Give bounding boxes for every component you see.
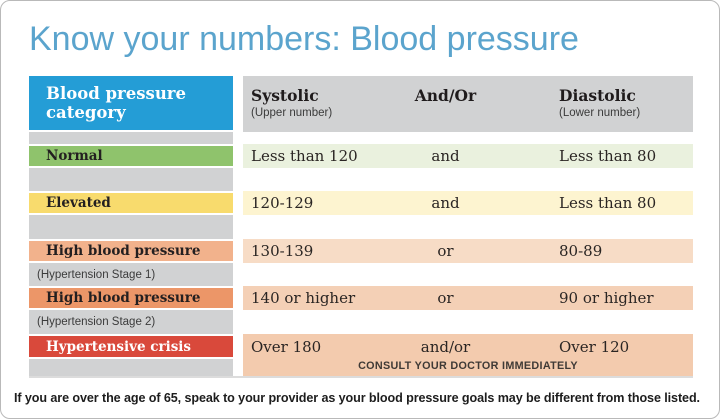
connector-value: and <box>431 194 460 212</box>
header-systolic: Systolic (Upper number) <box>243 76 398 119</box>
systolic-value: 140 or higher <box>251 289 356 307</box>
category-cell-elevated: Elevated <box>29 191 233 215</box>
systolic-value: Over 180 <box>251 337 322 356</box>
systolic-value: 130-139 <box>251 242 314 260</box>
header-diastolic-label: Diastolic <box>559 86 636 105</box>
category-cell-hbp-stage1: High blood pressure <box>29 239 233 263</box>
table-subrow-stage2: (Hypertension Stage 2) <box>29 310 693 334</box>
stage-sublabel: (Hypertension Stage 2) <box>37 316 156 328</box>
diastolic-value: Over 120 <box>559 337 630 356</box>
table-row-normal: Normal Less than 120 and Less than 80 <box>29 144 693 168</box>
blood-pressure-table: Blood pressure category Systolic (Upper … <box>29 76 693 378</box>
header-connector: And/Or <box>398 76 493 105</box>
connector-value: or <box>437 289 454 307</box>
table-header-row: Blood pressure category Systolic (Upper … <box>29 76 693 132</box>
table-row-elevated: Elevated 120-129 and Less than 80 <box>29 191 693 215</box>
header-diastolic-sublabel: (Lower number) <box>559 107 641 119</box>
table-subrow-stage1: (Hypertension Stage 1) <box>29 263 693 286</box>
header-diastolic: Diastolic (Lower number) <box>493 76 693 119</box>
table-row-hbp-stage2: High blood pressure 140 or higher or 90 … <box>29 286 693 310</box>
spacer-row <box>29 215 693 239</box>
connector-value: or <box>437 242 454 260</box>
table-row-consult-note: CONSULT YOUR DOCTOR IMMEDIATELY <box>29 359 693 376</box>
header-systolic-sublabel: (Upper number) <box>251 107 333 119</box>
category-cell-hbp-stage2: High blood pressure <box>29 286 233 310</box>
diastolic-value: 80-89 <box>559 242 603 260</box>
spacer-row <box>29 132 693 144</box>
table-row-crisis: Hypertensive crisis Over 180 and/or Over… <box>29 334 693 359</box>
table-row-hbp-stage1: High blood pressure 130-139 or 80-89 <box>29 239 693 263</box>
consult-doctor-note: CONSULT YOUR DOCTOR IMMEDIATELY <box>243 359 693 376</box>
diastolic-value: Less than 80 <box>559 147 657 165</box>
category-cell-crisis: Hypertensive crisis <box>29 334 233 359</box>
connector-value: and/or <box>420 337 471 356</box>
connector-value: and <box>431 147 460 165</box>
diastolic-value: 90 or higher <box>559 289 654 307</box>
systolic-value: 120-129 <box>251 194 314 212</box>
spacer-row <box>29 168 693 191</box>
systolic-value: Less than 120 <box>251 147 358 165</box>
header-values-cells: Systolic (Upper number) And/Or Diastolic… <box>243 76 693 132</box>
category-cell-normal: Normal <box>29 144 233 168</box>
footnote: If you are over the age of 65, speak to … <box>14 391 700 405</box>
page-title: Know your numbers: Blood pressure <box>29 20 579 58</box>
header-connector-label: And/Or <box>414 86 477 105</box>
diastolic-value: Less than 80 <box>559 194 657 212</box>
header-systolic-label: Systolic <box>251 86 319 105</box>
stage-sublabel: (Hypertension Stage 1) <box>37 268 156 281</box>
header-category-cell: Blood pressure category <box>29 76 233 132</box>
